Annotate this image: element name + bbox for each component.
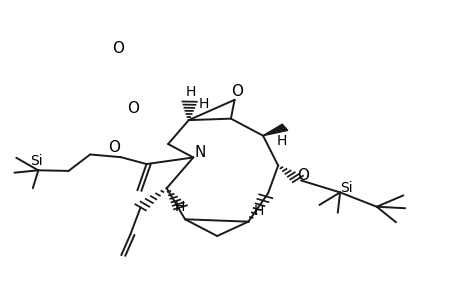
Text: O: O [108, 140, 120, 155]
Text: H: H [174, 200, 185, 214]
Text: H: H [253, 204, 263, 218]
Text: H: H [198, 97, 208, 111]
Text: H: H [275, 134, 286, 148]
Text: O: O [230, 84, 242, 99]
Text: O: O [112, 41, 124, 56]
Text: Si: Si [30, 154, 43, 168]
Text: O: O [127, 101, 139, 116]
Polygon shape [263, 124, 287, 136]
Text: N: N [194, 145, 205, 160]
Text: Si: Si [340, 181, 352, 195]
Text: O: O [297, 168, 309, 183]
Text: H: H [185, 85, 196, 99]
